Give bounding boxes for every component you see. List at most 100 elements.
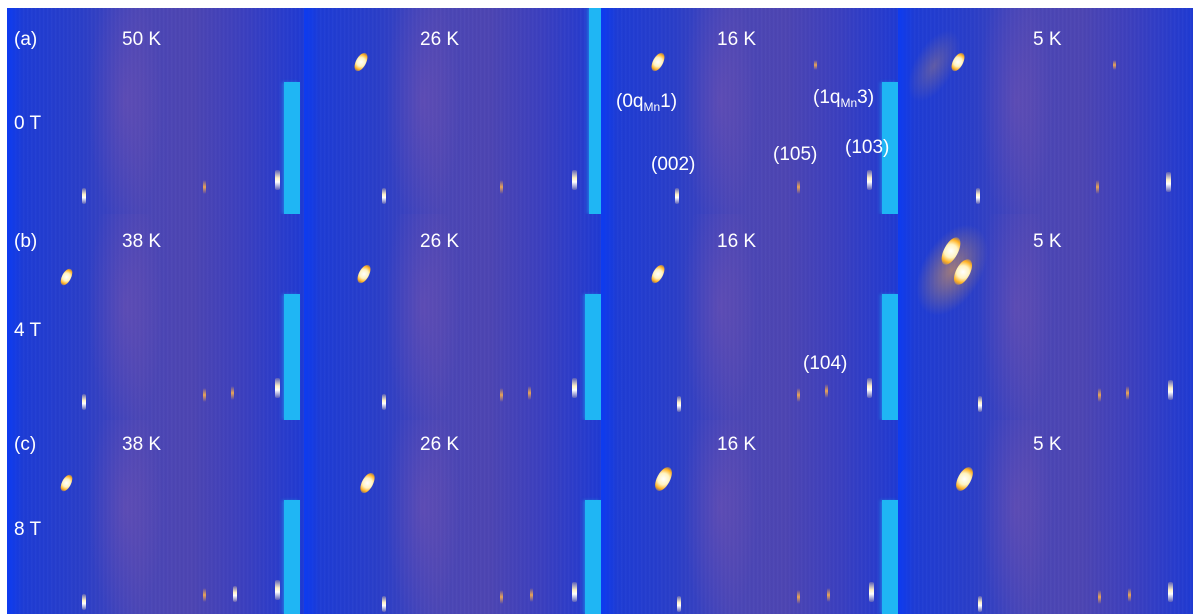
reflection-spot bbox=[1166, 172, 1171, 192]
reflection-spot bbox=[500, 590, 503, 604]
annotation-104: (104) bbox=[803, 353, 848, 374]
reflection-spot bbox=[1168, 582, 1173, 602]
temp-c-4: 5 K bbox=[1033, 434, 1062, 455]
temp-c-1: 38 K bbox=[122, 434, 162, 455]
panel-a-16k bbox=[601, 8, 898, 214]
temp-b-3: 16 K bbox=[717, 231, 757, 252]
reflection-spot bbox=[233, 586, 237, 602]
reflection-spot bbox=[675, 188, 679, 204]
panel-b-5k bbox=[898, 214, 1193, 420]
diffraction-image-grid bbox=[7, 8, 1193, 614]
reflection-spot bbox=[82, 394, 86, 410]
row-b-field: 4 T bbox=[14, 320, 42, 341]
reflection-spot bbox=[869, 582, 874, 602]
annotation-1qmn3-suffix: 3) bbox=[857, 87, 875, 108]
temp-a-2: 26 K bbox=[420, 29, 460, 50]
bright-edge-bar bbox=[284, 500, 300, 614]
panel-a-50k bbox=[7, 8, 304, 214]
reflection-spot bbox=[572, 582, 577, 602]
bright-edge-bar bbox=[882, 294, 898, 420]
reflection-spot bbox=[814, 60, 817, 70]
reflection-spot bbox=[867, 170, 872, 190]
magnetic-peak-spot bbox=[651, 464, 676, 494]
reflection-spot bbox=[677, 596, 681, 612]
magnetic-peak-spot bbox=[354, 262, 374, 286]
panel-a-5k bbox=[898, 8, 1193, 214]
reflection-spot bbox=[867, 378, 872, 398]
bright-edge-bar bbox=[589, 8, 601, 214]
reflection-spot bbox=[1126, 386, 1129, 400]
reflection-spot bbox=[275, 170, 280, 190]
reflection-spot bbox=[825, 384, 828, 398]
temp-a-3: 16 K bbox=[717, 29, 757, 50]
temp-c-3: 16 K bbox=[717, 434, 757, 455]
reflection-spot bbox=[528, 386, 531, 400]
magnetic-peak-spot bbox=[648, 262, 668, 286]
annotation-002: (002) bbox=[651, 154, 696, 175]
reflection-spot bbox=[1168, 380, 1173, 400]
magnetic-peak-spot bbox=[648, 50, 668, 74]
row-c-letter: (c) bbox=[14, 434, 37, 455]
annotation-0qmn1-sub: Mn bbox=[643, 100, 661, 114]
temp-b-2: 26 K bbox=[420, 231, 460, 252]
annotation-0qmn1-suffix: 1) bbox=[660, 91, 678, 112]
panel-b-26k bbox=[304, 214, 601, 420]
bright-edge-bar bbox=[585, 500, 601, 614]
row-b-letter: (b) bbox=[14, 231, 38, 252]
annotation-0qmn1: (0qMn1) bbox=[616, 92, 677, 113]
bright-edge-bar bbox=[284, 294, 300, 420]
magnetic-peak-spot bbox=[58, 266, 75, 288]
reflection-spot bbox=[677, 396, 681, 412]
reflection-spot bbox=[827, 588, 830, 602]
temp-a-4: 5 K bbox=[1033, 29, 1062, 50]
panel-c-26k bbox=[304, 420, 601, 614]
reflection-spot bbox=[797, 388, 800, 402]
reflection-spot bbox=[82, 188, 86, 204]
bright-edge-bar bbox=[882, 500, 898, 614]
temp-a-1: 50 K bbox=[122, 29, 162, 50]
reflection-spot bbox=[231, 386, 234, 400]
reflection-spot bbox=[382, 188, 386, 204]
magnetic-peak-spot bbox=[351, 50, 371, 74]
temp-b-1: 38 K bbox=[122, 231, 162, 252]
annotation-1qmn3-prefix: (1q bbox=[813, 87, 841, 108]
reflection-spot bbox=[203, 180, 206, 194]
annotation-0qmn1-prefix: (0q bbox=[616, 91, 644, 112]
magnetic-peak-spot bbox=[952, 464, 977, 494]
reflection-spot bbox=[530, 588, 533, 602]
panel-a-26k bbox=[304, 8, 601, 214]
reflection-spot bbox=[82, 594, 86, 610]
panel-c-5k bbox=[898, 420, 1193, 614]
annotation-103: (103) bbox=[845, 137, 890, 158]
reflection-spot bbox=[275, 580, 280, 600]
reflection-spot bbox=[203, 588, 206, 602]
reflection-spot bbox=[203, 388, 206, 402]
panel-b-38k bbox=[7, 214, 304, 420]
bright-edge-bar bbox=[882, 82, 898, 214]
reflection-spot bbox=[1098, 590, 1101, 604]
row-a-letter: (a) bbox=[14, 29, 38, 50]
annotation-1qmn3-sub: Mn bbox=[840, 96, 858, 110]
bright-edge-bar bbox=[585, 294, 601, 420]
reflection-spot bbox=[1096, 180, 1099, 194]
reflection-spot bbox=[382, 596, 386, 612]
temp-c-2: 26 K bbox=[420, 434, 460, 455]
reflection-spot bbox=[500, 180, 503, 194]
reflection-spot bbox=[572, 170, 577, 190]
panel-c-38k bbox=[7, 420, 304, 614]
reflection-spot bbox=[978, 596, 982, 612]
annotation-1qmn3: (1qMn3) bbox=[813, 88, 874, 109]
reflection-spot bbox=[1128, 588, 1131, 602]
reflection-spot bbox=[1113, 60, 1116, 70]
panel-c-16k bbox=[601, 420, 898, 614]
reflection-spot bbox=[797, 590, 800, 604]
reflection-spot bbox=[1098, 388, 1101, 402]
diffuse-scattering bbox=[901, 214, 1003, 329]
reflection-spot bbox=[500, 388, 503, 402]
reflection-spot bbox=[382, 394, 386, 410]
row-a-field: 0 T bbox=[14, 113, 42, 134]
magnetic-peak-spot bbox=[58, 472, 75, 494]
row-c-field: 8 T bbox=[14, 519, 42, 540]
bright-edge-bar bbox=[284, 82, 300, 214]
temp-b-4: 5 K bbox=[1033, 231, 1062, 252]
